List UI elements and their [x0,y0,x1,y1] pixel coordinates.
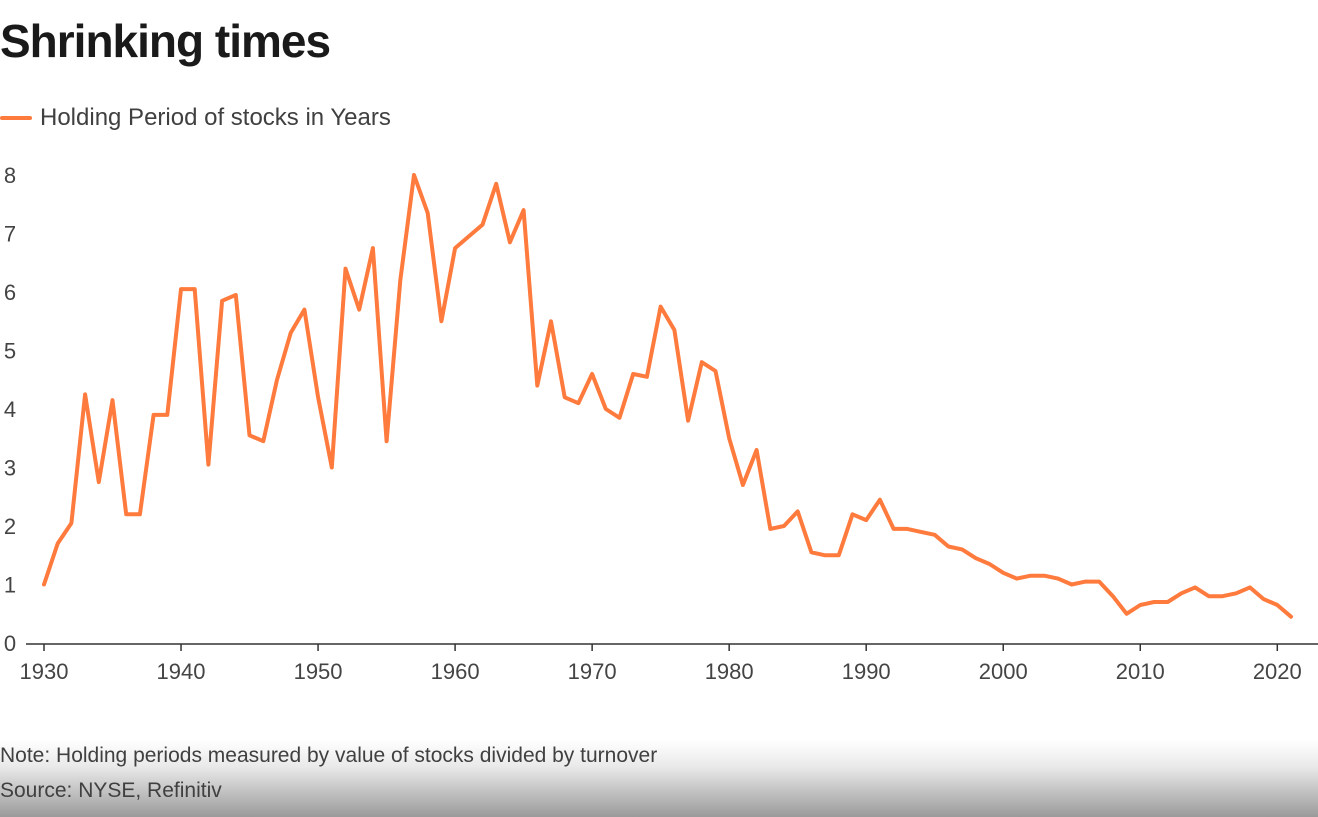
x-tick-label: 1930 [20,659,69,684]
y-axis-ticks: 0 1 2 3 4 5 6 7 8 [4,163,16,656]
x-tick-label: 1940 [157,659,206,684]
legend-swatch [0,116,32,120]
x-tick-label: 2020 [1253,659,1302,684]
footer-note: Note: Holding periods measured by value … [0,744,658,767]
x-axis-ticks: 1930 1940 1950 1960 1970 1980 1990 2000 2010 2020 [20,644,1302,684]
footer-gradient [0,740,1318,817]
series-line [42,173,1293,619]
y-tick-label: 2 [4,514,16,539]
y-tick-label: 6 [4,280,16,305]
y-tick-label: 5 [4,339,16,364]
x-tick-label: 1970 [568,659,617,684]
x-tick-label: 1980 [705,659,754,684]
chart-title: Shrinking times [0,15,331,67]
legend-label: Holding Period of stocks in Years [40,104,391,131]
x-tick-label: 2000 [979,659,1028,684]
x-tick-label: 1960 [431,659,480,684]
line-chart: 0 1 2 3 4 5 6 7 8 1930 1940 1950 1960 1970 1980 1990 20… [4,163,1318,684]
y-tick-label: 8 [4,163,16,188]
y-tick-label: 4 [4,397,16,422]
y-tick-label: 3 [4,456,16,481]
series-layer [42,173,1293,619]
x-tick-label: 1990 [842,659,891,684]
footer-source: Source: NYSE, Refinitiv [0,779,222,802]
y-tick-label: 0 [4,631,16,656]
legend: Holding Period of stocks in Years [0,104,391,132]
x-tick-label: 1950 [294,659,343,684]
y-tick-label: 1 [4,573,16,598]
y-tick-label: 7 [4,222,16,247]
x-tick-label: 2010 [1116,659,1165,684]
